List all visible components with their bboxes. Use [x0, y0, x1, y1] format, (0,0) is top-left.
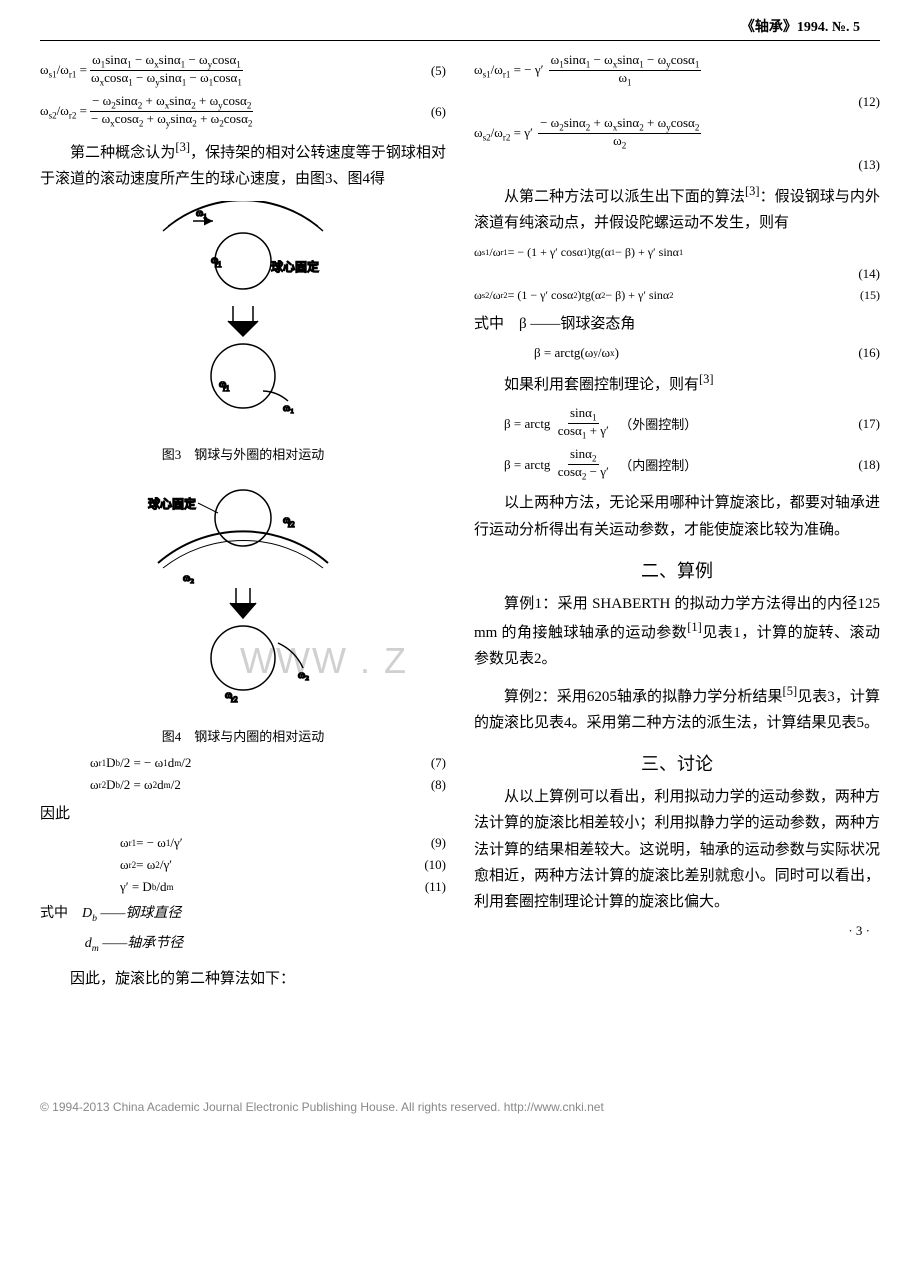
svg-text:ω₂: ω₂: [183, 572, 194, 584]
figure-4: 球心固定 ω r2 ω₂ ω₂ ω r2: [40, 473, 446, 718]
right-para-5: 算例2：采用6205轴承的拟静力学分析结果[5]见表3，计算的旋滚比见表4。采用…: [474, 681, 880, 737]
svg-text:ω₁: ω₁: [283, 402, 294, 414]
svg-text:r2: r2: [231, 695, 238, 704]
equation-9: ωr1 = − ω1/γ′(9): [40, 835, 446, 851]
where-beta: 式中 β ——钢球姿态角: [474, 311, 880, 337]
svg-text:ω₂: ω₂: [298, 669, 309, 681]
left-therefore: 因此: [40, 801, 446, 827]
equation-17: β = arctg sinα1cosα1 + γ′ （外圈控制） (17): [474, 406, 880, 441]
equation-12-num: (12): [474, 94, 880, 110]
svg-text:r1: r1: [215, 260, 222, 269]
figure-3-caption: 图3 钢球与外圈的相对运动: [40, 444, 446, 463]
left-para-2: 因此，旋滚比的第二种算法如下：: [40, 966, 446, 992]
right-para-6: 从以上算例可以看出，利用拟动力学的运动参数，两种方法计算的旋滚比相差较小；利用拟…: [474, 784, 880, 915]
header-rule: [40, 40, 880, 41]
equation-7: ωr1Db/2 = − ω1dm/2(7): [40, 755, 446, 771]
where-label: 式中 Db ——钢球直径: [40, 901, 446, 927]
equation-12: ωs1/ωr1 = − γ′ ω1sinα1 − ωxsinα1 − ωycos…: [474, 53, 880, 88]
equation-14-num: (14): [474, 266, 880, 282]
page-number: · 3 ·: [474, 923, 880, 939]
right-para-4: 算例1：采用 SHABERTH 的拟动力学方法得出的内径125 mm 的角接触球…: [474, 591, 880, 673]
equation-15: ωs2/ωr2 = (1 − γ′ cosα2)tg(α2 − β) + γ′ …: [474, 288, 880, 303]
equation-13: ωs2/ωr2 = γ′ − ω2sinα2 + ωxsinα2 + ωycos…: [474, 116, 880, 151]
var-dm: dm ——轴承节径: [40, 931, 446, 957]
svg-text:r1: r1: [223, 384, 230, 393]
right-para-3: 以上两种方法，无论采用哪种计算旋滚比，都要对轴承进行运动分析得出有关运动参数，才…: [474, 490, 880, 543]
svg-text:ω₁: ω₁: [196, 207, 207, 219]
svg-text:球心固定: 球心固定: [148, 496, 196, 511]
footer-copyright: © 1994-2013 China Academic Journal Elect…: [0, 1090, 920, 1124]
equation-10: ωr2 = ω2/γ′(10): [40, 857, 446, 873]
right-column: ωs1/ωr1 = − γ′ ω1sinα1 − ωxsinα1 − ωycos…: [474, 47, 880, 1000]
equation-8: ωr2Db/2 = ω2dm/2(8): [40, 777, 446, 793]
figure-3: ω r1 ω₁ 球心固定 ω r1 ω₁: [40, 201, 446, 436]
figure-4-caption: 图4 钢球与内圈的相对运动: [40, 726, 446, 745]
section-3-title: 三、讨论: [474, 750, 880, 776]
right-para-2: 如果利用套圈控制理论，则有[3]: [474, 369, 880, 398]
svg-text:r2: r2: [288, 520, 295, 529]
left-column: ωs1/ωr1 = ω1sinα1 − ωxsinα1 − ωycosα1ωxc…: [40, 47, 446, 1000]
equation-16: β = arctg(ωy/ωx)(16): [474, 345, 880, 361]
journal-header: 《轴承》1994. №. 5: [40, 16, 880, 36]
equation-11: γ′ = Db/dm(11): [40, 879, 446, 895]
left-para-1: 第二种概念认为[3]，保持架的相对公转速度等于钢球相对于滚道的滚动速度所产生的球…: [40, 137, 446, 193]
right-para-1: 从第二种方法可以派生出下面的算法[3]：假设钢球与内外滚道有纯滚动点，并假设陀螺…: [474, 181, 880, 237]
svg-text:球心固定: 球心固定: [271, 259, 319, 274]
section-2-title: 二、算例: [474, 557, 880, 583]
equation-5: ωs1/ωr1 = ω1sinα1 − ωxsinα1 − ωycosα1ωxc…: [40, 53, 446, 88]
equation-18: β = arctg sinα2cosα2 − γ′ （内圈控制） (18): [474, 447, 880, 482]
equation-6: ωs2/ωr2 = − ω2sinα2 + ωxsinα2 + ωycosα2−…: [40, 94, 446, 129]
equation-13-num: (13): [474, 157, 880, 173]
equation-14: ωs1/ωr1 = − (1 + γ′ cosα1)tg(α1 − β) + γ…: [474, 245, 880, 260]
